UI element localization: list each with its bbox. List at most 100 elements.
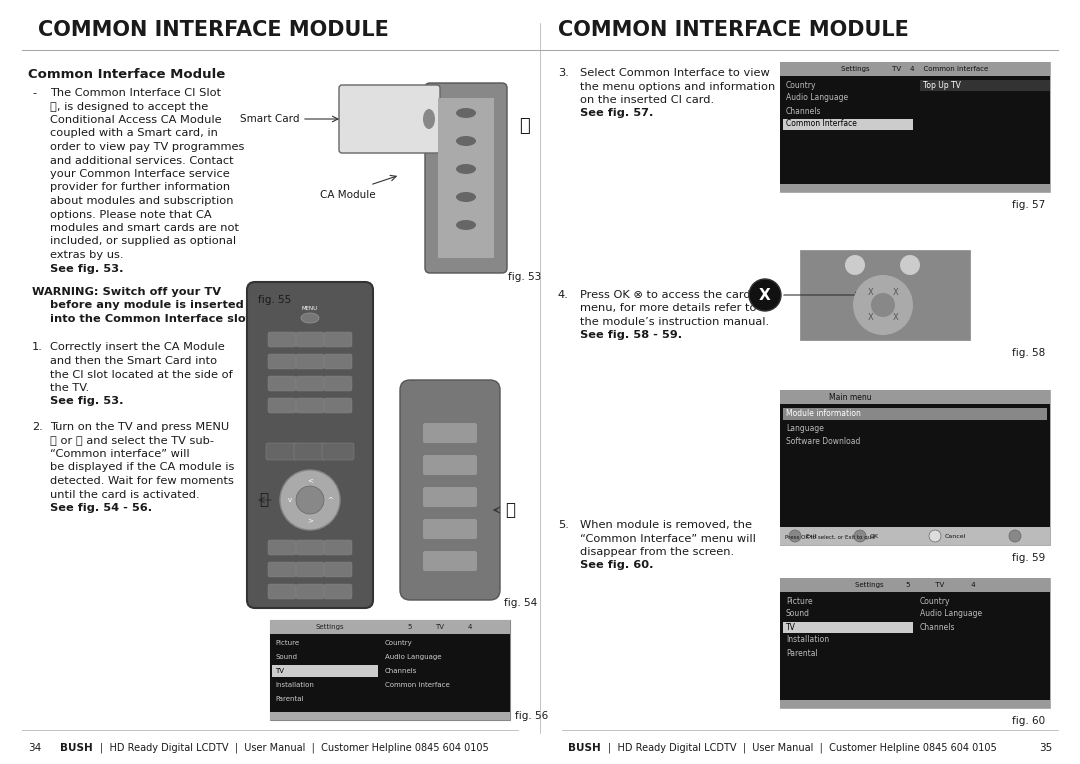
Text: extras by us.: extras by us. [50, 250, 123, 260]
FancyBboxPatch shape [296, 332, 324, 347]
Text: See fig. 54 - 56.: See fig. 54 - 56. [50, 503, 152, 513]
Bar [438, 98, 494, 258]
Text: Select Common Interface to view: Select Common Interface to view [580, 68, 770, 78]
Text: Sound: Sound [275, 654, 297, 660]
Circle shape [845, 255, 865, 275]
FancyBboxPatch shape [324, 562, 352, 577]
Ellipse shape [456, 164, 476, 174]
Text: order to view pay TV programmes: order to view pay TV programmes [50, 142, 244, 152]
Text: Settings: Settings [315, 624, 345, 630]
Text: Sound: Sound [786, 610, 810, 619]
Text: Language: Language [786, 424, 824, 433]
Text: your Common Interface service: your Common Interface service [50, 169, 230, 179]
FancyBboxPatch shape [296, 398, 324, 413]
Text: Exit: Exit [805, 533, 816, 539]
Circle shape [900, 255, 920, 275]
Text: “Common Interface” menu will: “Common Interface” menu will [580, 533, 756, 543]
Ellipse shape [456, 220, 476, 230]
FancyBboxPatch shape [324, 332, 352, 347]
Text: until the card is activated.: until the card is activated. [50, 490, 200, 500]
Text: COMMON INTERFACE MODULE: COMMON INTERFACE MODULE [38, 20, 389, 40]
FancyBboxPatch shape [296, 354, 324, 369]
Text: fig. 55: fig. 55 [258, 295, 292, 305]
Text: See fig. 53.: See fig. 53. [50, 264, 123, 274]
Text: Channels: Channels [384, 668, 417, 674]
FancyBboxPatch shape [324, 376, 352, 391]
Text: 5.: 5. [558, 520, 569, 530]
Text: See fig. 60.: See fig. 60. [580, 561, 653, 571]
FancyBboxPatch shape [426, 83, 507, 273]
Circle shape [789, 530, 801, 542]
FancyBboxPatch shape [294, 443, 326, 460]
Bar [783, 408, 1047, 420]
Bar [783, 622, 913, 633]
Text: BUSH: BUSH [60, 743, 93, 753]
Text: 2.: 2. [32, 422, 43, 432]
FancyBboxPatch shape [324, 398, 352, 413]
Text: -: - [32, 88, 36, 98]
Bar [270, 620, 510, 720]
Text: v: v [288, 497, 292, 503]
FancyBboxPatch shape [268, 398, 296, 413]
Text: Audio Language: Audio Language [920, 610, 982, 619]
Text: 4: 4 [468, 624, 472, 630]
FancyBboxPatch shape [324, 354, 352, 369]
Bar [783, 119, 913, 130]
Text: into the Common Interface slot.: into the Common Interface slot. [50, 314, 255, 324]
FancyBboxPatch shape [296, 540, 324, 555]
Text: Smart Card: Smart Card [241, 114, 300, 124]
Text: See fig. 53.: See fig. 53. [50, 397, 123, 406]
Bar [780, 390, 1050, 404]
Ellipse shape [456, 192, 476, 202]
Bar [780, 527, 1050, 545]
Text: Common Interface: Common Interface [384, 682, 449, 688]
FancyBboxPatch shape [268, 584, 296, 599]
Bar [780, 62, 1050, 192]
Circle shape [853, 275, 913, 335]
FancyBboxPatch shape [423, 487, 477, 507]
Circle shape [280, 470, 340, 530]
Text: Main menu: Main menu [828, 393, 872, 402]
Text: Country: Country [384, 640, 413, 646]
Text: provider for further information: provider for further information [50, 183, 230, 193]
FancyBboxPatch shape [296, 584, 324, 599]
Circle shape [1009, 530, 1021, 542]
Text: Turn on the TV and press MENU: Turn on the TV and press MENU [50, 422, 229, 432]
FancyBboxPatch shape [423, 423, 477, 443]
FancyBboxPatch shape [339, 85, 440, 153]
FancyBboxPatch shape [296, 376, 324, 391]
Text: BUSH: BUSH [568, 743, 600, 753]
Circle shape [870, 293, 895, 317]
FancyBboxPatch shape [322, 443, 354, 460]
Ellipse shape [301, 313, 319, 323]
Text: Picture: Picture [786, 597, 812, 606]
Text: Country: Country [920, 597, 950, 606]
Bar [270, 620, 510, 634]
Bar [920, 80, 1050, 91]
Text: COMMON INTERFACE MODULE: COMMON INTERFACE MODULE [558, 20, 909, 40]
Text: Module information: Module information [786, 410, 861, 419]
Text: fig. 60: fig. 60 [1012, 716, 1045, 726]
Text: fig. 54: fig. 54 [504, 598, 537, 608]
Text: Ⓚ, is designed to accept the: Ⓚ, is designed to accept the [50, 102, 208, 112]
Text: Ⓤ: Ⓤ [259, 493, 269, 507]
Bar [270, 712, 510, 720]
Text: the CI slot located at the side of: the CI slot located at the side of [50, 370, 233, 380]
Text: fig. 59: fig. 59 [1012, 553, 1045, 563]
Text: 34: 34 [28, 743, 41, 753]
Text: X: X [867, 313, 873, 322]
Text: <: < [307, 477, 313, 483]
Ellipse shape [423, 109, 435, 129]
Text: X: X [893, 313, 899, 322]
Bar [800, 250, 970, 340]
Text: Ⓖ or Ⓤ and select the TV sub-: Ⓖ or Ⓤ and select the TV sub- [50, 435, 214, 445]
Text: The Common Interface CI Slot: The Common Interface CI Slot [50, 88, 221, 98]
Text: Ⓚ: Ⓚ [518, 117, 529, 135]
Text: before any module is inserted: before any module is inserted [50, 300, 244, 310]
Ellipse shape [456, 136, 476, 146]
Bar [780, 700, 1050, 708]
Circle shape [296, 486, 324, 514]
Text: Channels: Channels [920, 623, 956, 632]
Text: on the inserted CI card.: on the inserted CI card. [580, 95, 714, 105]
Text: When module is removed, the: When module is removed, the [580, 520, 752, 530]
